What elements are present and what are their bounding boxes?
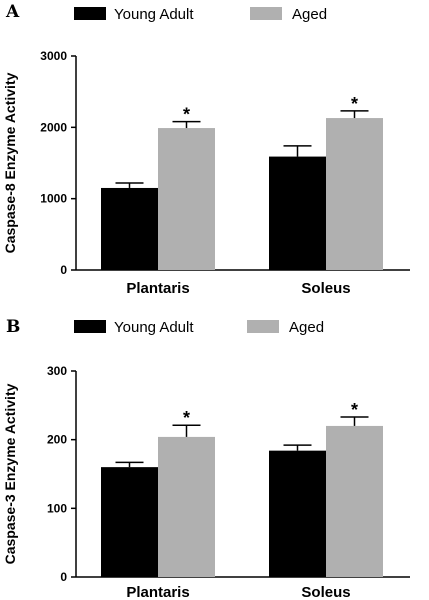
panel-a-legend: Young Adult Aged: [74, 6, 327, 23]
y-tick-label: 200: [47, 433, 67, 447]
panel-a: A Young Adult Aged Caspase-8 Enzyme Acti…: [2, 2, 410, 297]
y-tick-label: 2000: [40, 120, 67, 134]
panel-b-legend: Young Adult Aged: [74, 319, 324, 336]
legend-swatch-young-adult: [74, 7, 106, 20]
panel-b-letter: B: [6, 317, 20, 337]
y-tick-label: 100: [47, 501, 67, 515]
y-tick-label: 1000: [40, 192, 67, 206]
legend-label-young-adult: Young Adult: [114, 319, 194, 336]
bar-soleus-young-adult: [269, 156, 326, 270]
y-tick-label: 300: [47, 364, 67, 378]
panel-a-letter: A: [5, 2, 20, 22]
bar-plantaris-aged: [158, 128, 215, 270]
legend-label-aged: Aged: [292, 6, 327, 23]
y-tick-label: 3000: [40, 49, 67, 63]
bar-plantaris-young-adult: [101, 187, 158, 270]
significance-asterisk: *: [351, 94, 358, 114]
panel-b-bars: * *: [101, 400, 383, 577]
significance-asterisk: *: [351, 400, 358, 420]
legend-swatch-aged: [250, 7, 282, 20]
panel-a-bars: **: [101, 94, 383, 270]
panel-a-ylabel: Caspase-8 Enzyme Activity: [2, 72, 18, 253]
legend-swatch-aged: [247, 320, 279, 333]
panel-a-y-ticks: 0 1000 2000 3000: [40, 49, 76, 277]
panel-a-category-label-soleus: Soleus: [301, 280, 350, 297]
significance-asterisk: *: [183, 408, 190, 428]
bar-soleus-aged: [326, 118, 383, 270]
bar-plantaris-aged: [158, 436, 215, 577]
panel-b-category-label-soleus: Soleus: [301, 584, 350, 600]
legend-label-young-adult: Young Adult: [114, 6, 194, 23]
panel-a-category-label-plantaris: Plantaris: [126, 280, 189, 297]
panel-b-category-label-plantaris: Plantaris: [126, 584, 189, 600]
legend-label-aged: Aged: [289, 319, 324, 336]
legend-swatch-young-adult: [74, 320, 106, 333]
y-tick-label: 0: [60, 263, 67, 277]
panel-b-ylabel: Caspase-3 Enzyme Activity: [2, 383, 18, 564]
panel-b: B Young Adult Aged Caspase-3 Enzyme Acti…: [2, 317, 410, 600]
y-tick-label: 0: [60, 570, 67, 584]
bar-plantaris-young-adult: [101, 467, 158, 577]
bar-soleus-young-adult: [269, 450, 326, 577]
significance-asterisk: *: [183, 105, 190, 125]
bar-soleus-aged: [326, 425, 383, 577]
panel-b-y-ticks: 0 100 200 300: [47, 364, 76, 584]
